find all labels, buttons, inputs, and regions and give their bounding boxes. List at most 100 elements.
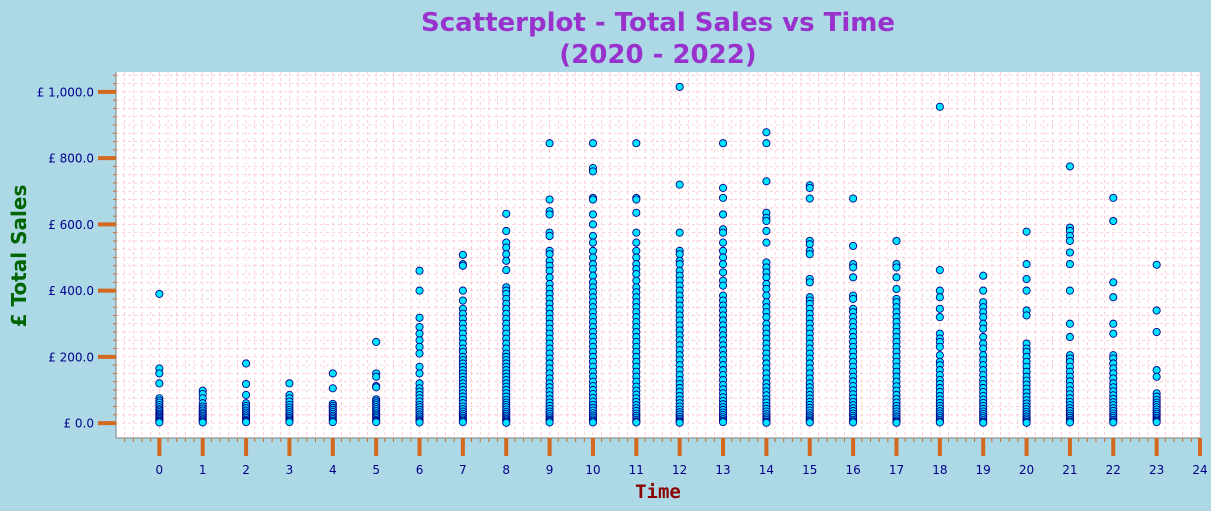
data-point [979, 271, 988, 280]
data-point [502, 250, 511, 259]
chart-subtitle: (2020 - 2022) [559, 40, 756, 70]
data-point [632, 246, 641, 255]
data-point [675, 250, 684, 259]
data-point [675, 228, 684, 237]
data-point [1152, 327, 1161, 337]
x-tick-label: 20 [1019, 463, 1034, 477]
data-point [762, 273, 771, 282]
data-point [762, 284, 771, 294]
y-tick-label: £ 800.0 [48, 152, 94, 166]
x-tick-label: 6 [416, 463, 424, 477]
data-point [328, 369, 337, 378]
data-point [979, 418, 988, 427]
data-point [415, 313, 424, 322]
data-point [1022, 418, 1031, 427]
data-point [502, 243, 511, 252]
data-points [155, 82, 1161, 427]
data-point [545, 195, 554, 204]
y-axis-label: £ Total Sales [7, 185, 31, 328]
data-point [762, 226, 771, 236]
data-point [1065, 418, 1074, 427]
data-point [242, 418, 251, 427]
data-point [502, 418, 511, 427]
data-point [588, 210, 598, 219]
x-tick-label: 9 [546, 463, 554, 477]
data-point [242, 379, 251, 389]
data-point [1022, 260, 1031, 269]
data-point [415, 286, 424, 295]
data-point [415, 349, 424, 358]
x-tick-label: 12 [672, 463, 687, 477]
data-point [1152, 366, 1161, 375]
data-point [1109, 319, 1118, 328]
x-tick-label: 2 [242, 463, 250, 477]
data-point [1152, 306, 1161, 315]
data-point [1065, 332, 1074, 342]
data-point [762, 313, 771, 322]
data-point [1065, 162, 1074, 171]
data-point [718, 193, 728, 202]
data-point [242, 359, 251, 368]
data-point [632, 269, 641, 279]
data-point [415, 266, 424, 275]
data-point [415, 369, 424, 378]
data-point [415, 336, 424, 345]
x-tick-label: 19 [976, 463, 991, 477]
x-tick-label: 7 [459, 463, 467, 477]
data-point [1022, 286, 1031, 295]
data-point [458, 250, 467, 259]
x-tick-label: 11 [629, 463, 644, 477]
x-tick-label: 15 [802, 463, 817, 477]
x-tick-label: 3 [286, 463, 294, 477]
data-point [718, 238, 728, 247]
data-point [849, 241, 858, 250]
data-point [415, 329, 424, 338]
data-point [545, 273, 554, 282]
data-point [502, 226, 511, 236]
x-tick-label: 8 [502, 463, 510, 477]
data-point [545, 266, 554, 275]
data-point [718, 253, 728, 262]
data-point [328, 418, 337, 427]
data-point [675, 82, 684, 91]
x-tick-label: 21 [1062, 463, 1077, 477]
data-point [718, 268, 728, 277]
data-point [1022, 227, 1031, 236]
data-point [1109, 329, 1118, 338]
data-point [849, 294, 858, 303]
data-point [805, 194, 814, 203]
data-point [588, 220, 598, 229]
x-axis-label: Time [635, 481, 681, 503]
chart-title: Scatterplot - Total Sales vs Time [421, 8, 895, 38]
data-point [458, 261, 467, 270]
data-point [588, 246, 598, 255]
data-point [588, 418, 598, 427]
data-point [892, 418, 901, 427]
data-point [718, 228, 728, 237]
data-point [155, 369, 164, 378]
x-tick-label: 14 [759, 463, 774, 477]
data-point [415, 418, 424, 427]
x-tick-label: 18 [932, 463, 947, 477]
data-point [155, 418, 164, 427]
data-point [849, 194, 858, 203]
data-point [545, 210, 554, 219]
data-point [718, 260, 728, 269]
data-point [1065, 319, 1074, 328]
data-point [935, 351, 944, 360]
data-point [979, 344, 988, 353]
data-point [588, 238, 598, 247]
data-point [502, 209, 511, 218]
data-point [1109, 418, 1118, 427]
data-point [328, 384, 337, 393]
data-point [762, 128, 771, 137]
data-point [675, 418, 684, 427]
data-point [372, 383, 381, 392]
data-point [979, 332, 988, 342]
data-point [1065, 260, 1074, 269]
data-point [502, 266, 511, 275]
data-point [935, 342, 944, 351]
data-point [892, 273, 901, 282]
x-tick-label: 24 [1192, 463, 1207, 477]
